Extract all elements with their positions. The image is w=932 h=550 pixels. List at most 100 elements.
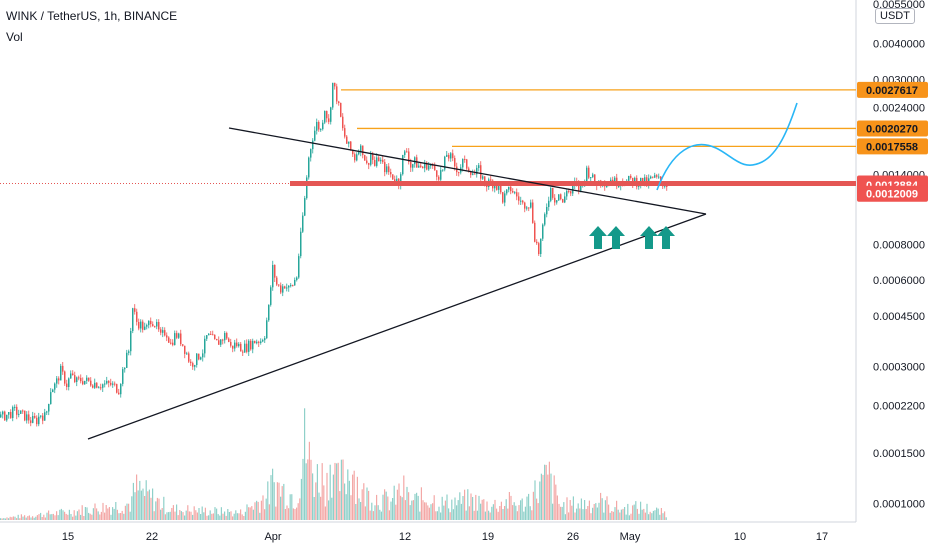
volume-bar — [59, 509, 61, 520]
volume-bar — [126, 503, 128, 520]
volume-bar — [419, 511, 421, 520]
candle-body — [530, 202, 532, 208]
volume-bar — [360, 502, 362, 520]
volume-bar — [564, 514, 566, 520]
volume-bar — [433, 495, 435, 520]
candle-body — [384, 162, 386, 173]
volume-bar — [563, 502, 565, 520]
volume-bar — [198, 508, 200, 520]
currency-badge[interactable]: USDT — [875, 8, 915, 24]
candle-body — [366, 160, 368, 164]
candle-body — [128, 351, 130, 353]
volume-bar — [174, 511, 176, 520]
volume-bar — [616, 500, 618, 520]
candle-body — [154, 326, 156, 328]
candle-body — [348, 141, 350, 144]
volume-bar — [614, 507, 616, 520]
candle-body — [474, 173, 476, 175]
candle-body — [532, 202, 534, 223]
volume-bar — [560, 506, 562, 520]
volume-bar — [169, 511, 171, 520]
candle-body — [138, 322, 140, 329]
candle-body — [70, 373, 72, 379]
candle-body — [24, 410, 26, 421]
volume-bar — [422, 500, 424, 520]
candle-body — [484, 176, 486, 184]
candle-body — [298, 256, 300, 278]
candle-body — [522, 200, 524, 203]
volume-bar — [496, 508, 498, 520]
volume-bar — [192, 514, 194, 520]
candle-body — [336, 86, 338, 102]
volume-bar — [486, 501, 488, 520]
price-tag — [857, 120, 928, 137]
candle-body — [394, 179, 396, 183]
candle-body — [252, 340, 254, 350]
volume-bar — [539, 481, 541, 520]
volume-bar — [75, 515, 77, 520]
candle-body — [172, 342, 174, 345]
candle-body — [182, 344, 184, 346]
candle-body — [542, 224, 544, 239]
volume-bar — [302, 458, 304, 520]
candle-body — [560, 194, 562, 200]
candle-body — [656, 175, 658, 177]
volume-bar — [212, 513, 214, 520]
candle-body — [130, 331, 132, 352]
candle-body — [534, 222, 536, 242]
volume-bar — [660, 508, 662, 520]
candle-body — [152, 324, 154, 327]
volume-bar — [132, 482, 134, 520]
candle-body — [404, 151, 406, 155]
volume-bar — [467, 489, 469, 520]
y-tick-label: 0.0001000 — [873, 499, 925, 511]
candle-body — [592, 174, 594, 178]
candle-body — [500, 185, 502, 193]
candle-body — [344, 128, 346, 137]
price-tag-label: 0.0017558 — [866, 141, 918, 153]
candle-body — [142, 321, 144, 330]
volume-bar — [532, 491, 534, 520]
volume-bar — [251, 506, 253, 520]
volume-bar — [430, 504, 432, 520]
candle-body — [524, 202, 526, 209]
volume-bar — [606, 496, 608, 520]
volume-bar — [654, 510, 656, 520]
volume-bar — [612, 511, 614, 520]
x-tick-label: May — [620, 531, 641, 543]
volume-bar — [457, 500, 459, 520]
volume-bar — [584, 500, 586, 520]
volume-bar — [56, 511, 58, 520]
volume-bar — [472, 497, 474, 520]
volume-bar — [441, 496, 443, 520]
volume-bar — [328, 500, 330, 520]
candle-body — [12, 407, 14, 418]
volume-bar — [329, 464, 331, 520]
volume-bar — [342, 459, 344, 520]
volume-bar — [243, 516, 245, 520]
volume-bar — [353, 470, 355, 520]
candle-body — [246, 343, 248, 352]
volume-bar — [16, 518, 18, 520]
volume-bar — [257, 501, 259, 520]
candle-body — [262, 340, 264, 342]
volume-bar — [600, 492, 602, 520]
volume-bar — [500, 501, 502, 520]
candle-body — [540, 238, 542, 254]
candle-body — [418, 165, 420, 168]
volume-bar — [137, 490, 139, 520]
volume-bar — [377, 505, 379, 520]
candle-body — [78, 377, 80, 379]
volume-bar — [363, 483, 365, 520]
volume-bar — [129, 511, 131, 520]
volume-bar — [406, 486, 408, 520]
volume-bar — [244, 511, 246, 520]
volume-bar — [224, 511, 226, 520]
candle-body — [558, 194, 560, 201]
volume-bar — [361, 489, 363, 520]
volume-bar — [222, 513, 224, 520]
volume-bar — [553, 475, 555, 520]
candle-body — [654, 175, 656, 178]
volume-bar — [480, 503, 482, 520]
